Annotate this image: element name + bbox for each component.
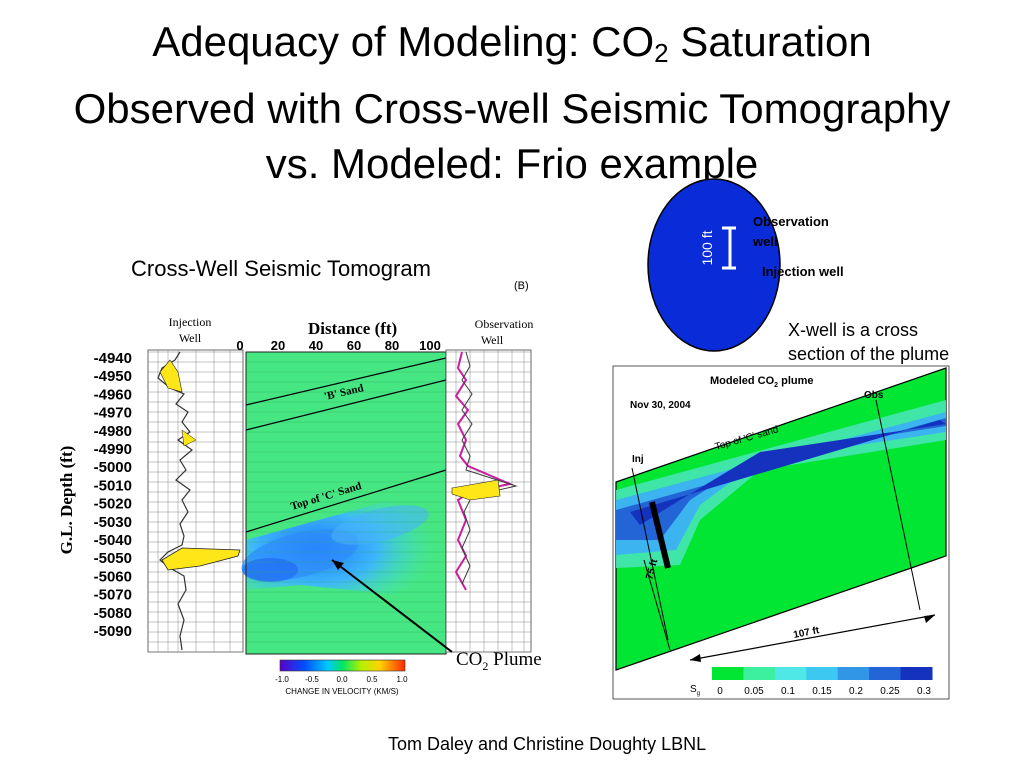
distance-tick-label: 80	[385, 338, 399, 353]
depth-tick-label: -5030	[94, 514, 132, 531]
depth-tick-label: -5040	[94, 532, 132, 549]
title-line-2: Observed with Cross-well Seismic Tomogra…	[73, 85, 951, 132]
depth-tick-label: -4990	[94, 441, 132, 458]
depth-tick-label: -4980	[94, 423, 132, 440]
depth-tick-label: -4940	[94, 350, 132, 367]
colorbar-caption: CHANGE IN VELOCITY (KM/S)	[285, 687, 399, 696]
depth-tick-label: -4970	[94, 405, 132, 422]
distance-tick-label: 100	[419, 338, 441, 353]
depth-tick-label: -5050	[94, 550, 132, 567]
tomogram-heading: Cross-Well Seismic Tomogram	[131, 256, 431, 281]
distance-tick-label: 0	[236, 338, 243, 353]
depth-tick-label: -5070	[94, 587, 132, 604]
velocity-colorbar-tick: 1.0	[396, 675, 408, 684]
depth-tick-label: -4960	[94, 386, 132, 403]
velocity-colorbar-tick: 0.0	[336, 675, 348, 684]
velocity-colorbar-tick: -1.0	[275, 675, 289, 684]
observation-log-curve	[451, 351, 518, 591]
plume-arrow	[331, 559, 453, 653]
observation-well-label-1: Observation	[475, 317, 534, 331]
depth-tick-label: -5080	[94, 605, 132, 622]
injection-log-grid	[147, 349, 244, 653]
observation-well-label-2: Well	[481, 333, 504, 347]
plume-arrow-head	[332, 560, 344, 570]
injection-log-curve	[157, 351, 241, 651]
distance-tick-label: 60	[347, 338, 361, 353]
depth-tick-label: -5010	[94, 477, 132, 494]
panel-label: (B)	[514, 280, 529, 292]
plume-label: CO2 Plume	[456, 649, 542, 673]
depth-tick-label: -5090	[94, 623, 132, 640]
title-line-1: Adequacy of Modeling: CO2 Saturation	[152, 18, 872, 68]
injection-well-label-2: Well	[179, 331, 202, 345]
depth-tick-label: -5020	[94, 496, 132, 513]
velocity-colorbar	[279, 659, 406, 672]
tomogram-panel	[241, 351, 447, 655]
depth-tick-label: -5000	[94, 459, 132, 476]
distance-axis-label: Distance (ft)	[308, 319, 397, 338]
footer-credit: Tom Daley and Christine Doughty LBNL	[388, 734, 707, 754]
injection-well-label-1: Injection	[169, 315, 212, 329]
xwell-note-line-1: X-well is a cross	[788, 320, 919, 340]
xwell-note: X-well is a cross section of the plume	[788, 318, 949, 366]
distance-tick-label: 40	[309, 338, 323, 353]
depth-axis-label: G.L. Depth (ft)	[57, 446, 76, 555]
depth-tick-label: -4950	[94, 368, 132, 385]
velocity-colorbar-tick: 0.5	[366, 675, 378, 684]
velocity-colorbar-tick: -0.5	[305, 675, 319, 684]
xwell-note-line-2: section of the plume	[788, 344, 950, 364]
distance-tick-label: 20	[271, 338, 285, 353]
depth-tick-label: -5060	[94, 568, 132, 585]
